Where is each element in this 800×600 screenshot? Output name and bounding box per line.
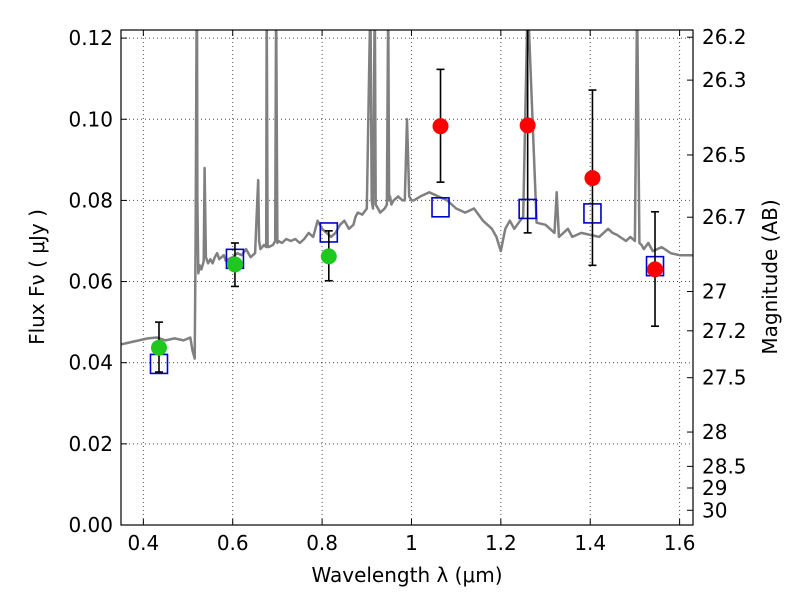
y2-tick-label: 27.5 [702, 366, 747, 390]
tick-layer: 0.4 0.6 0.8 1 1.2 1.4 1.6 0.00 0.02 0.04 0.06 0.08 0… [68, 25, 746, 555]
x-tick-label: 1.4 [574, 531, 606, 555]
y2-axis-title: Magnitude (AB) [758, 199, 782, 354]
model-photometry-square [431, 197, 450, 218]
marker-layer [149, 30, 665, 375]
grid-layer [121, 30, 693, 526]
y2-tick-label: 27.2 [702, 319, 747, 343]
observation-point [226, 256, 243, 273]
x-tick-label: 0.6 [217, 531, 249, 555]
y-axis-title: Flux Fν ( μJy ) [25, 209, 49, 345]
observation-point [584, 170, 601, 187]
spectrum-layer [121, 30, 693, 360]
y2-tick-label: 26.3 [702, 68, 747, 92]
plot-frame [120, 29, 694, 526]
y2-tick-label: 28 [702, 420, 727, 444]
x-axis-title: Wavelength λ (μm) [311, 563, 502, 587]
observation-point [519, 117, 536, 134]
y-tick-label: 0.10 [68, 107, 113, 131]
y2-tick-label: 26.2 [702, 25, 747, 49]
y-tick-label: 0.02 [68, 432, 113, 456]
x-tick-label: 1.6 [664, 531, 696, 555]
observation-point [320, 248, 337, 265]
y2-tick-label: 27 [702, 280, 727, 304]
y2-tick-label: 29 [702, 476, 727, 500]
y2-tick-label: 26.7 [702, 205, 747, 229]
y2-tick-label: 28.5 [702, 454, 747, 478]
y-tick-label: 0.08 [68, 188, 113, 212]
x-tick-label: 0.8 [306, 531, 338, 555]
spectrum-line [121, 30, 693, 360]
y-tick-label: 0.00 [68, 513, 113, 537]
x-tick-label: 1 [405, 531, 418, 555]
observation-point [647, 261, 664, 278]
y-tick-label: 0.04 [68, 351, 113, 375]
y2-tick-label: 30 [702, 498, 727, 522]
x-tick-label: 0.4 [127, 531, 159, 555]
observation-point [432, 118, 449, 135]
x-tick-label: 1.2 [485, 531, 517, 555]
observation-point [150, 339, 167, 356]
y-tick-label: 0.12 [68, 26, 113, 50]
y-tick-label: 0.06 [68, 270, 113, 294]
y2-tick-label: 26.5 [702, 143, 747, 167]
